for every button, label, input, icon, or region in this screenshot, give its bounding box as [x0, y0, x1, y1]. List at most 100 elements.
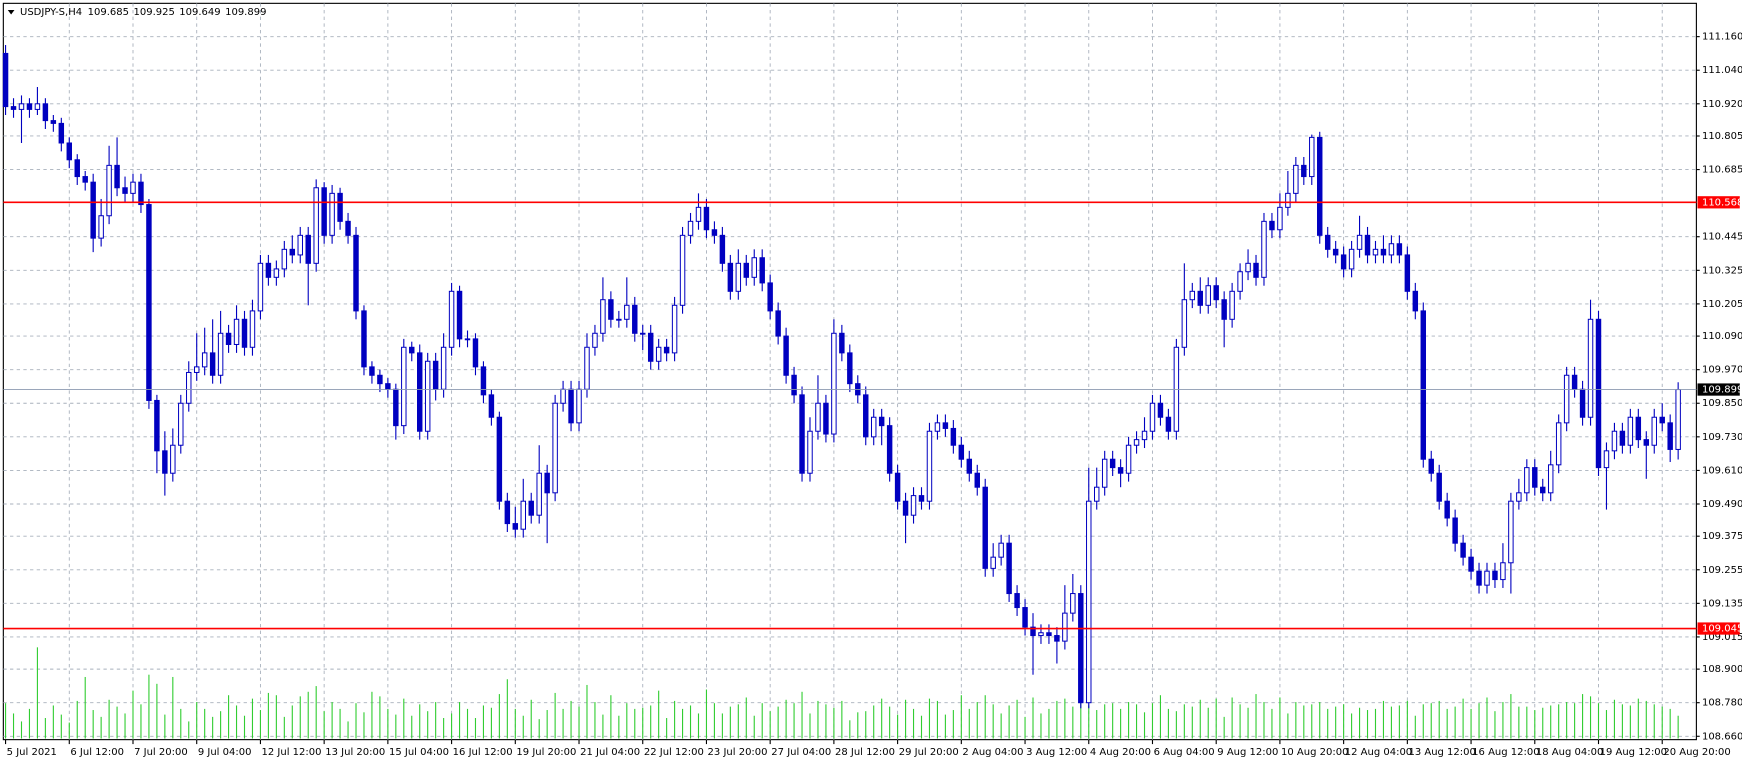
volume-bar: [1088, 705, 1090, 739]
volume-bar: [451, 713, 453, 739]
candle-body: [1078, 593, 1084, 704]
current-price-box: [1697, 383, 1740, 396]
volume-bar: [817, 700, 819, 739]
volume-bar: [1382, 700, 1385, 739]
candle-body: [1181, 299, 1188, 348]
y-tick-label: 109.255: [1702, 565, 1742, 576]
volume-bar: [1454, 706, 1456, 739]
volume-bar: [1629, 705, 1631, 739]
candle-body: [1133, 439, 1140, 446]
candle-body: [958, 444, 965, 460]
volume-bar: [809, 713, 811, 739]
candle-body: [1038, 632, 1044, 637]
y-tick-label: 109.850: [1702, 398, 1742, 409]
y-tick-label: 109.135: [1702, 598, 1742, 609]
grid: [3, 3, 1697, 740]
volume-bar: [419, 704, 421, 739]
candle-body: [1444, 500, 1450, 519]
volume-bar: [220, 711, 222, 739]
candle-body: [313, 187, 319, 264]
last-high: 109.925: [133, 7, 174, 18]
candle-body: [679, 234, 686, 306]
volume-bar: [1430, 703, 1432, 739]
x-tick-label: 12 Jul 12:00: [262, 747, 322, 758]
volume-bar: [490, 707, 492, 739]
volume-bar: [92, 710, 94, 739]
candle-body: [1364, 234, 1371, 256]
volume-bar: [235, 705, 238, 739]
candle-body: [942, 422, 949, 429]
volume-bar: [108, 699, 110, 739]
volume-bar: [769, 711, 771, 739]
x-tick-label: 13 Aug 12:00: [1408, 747, 1475, 758]
volume-bar: [164, 714, 166, 739]
volume-bar: [1661, 706, 1663, 739]
volume-bar: [849, 720, 851, 739]
candle-body: [74, 159, 80, 178]
volume-bar: [291, 705, 293, 739]
volume-bar: [44, 718, 46, 739]
x-tick-label: 22 Jul 12:00: [644, 747, 704, 758]
volume-bar: [1605, 710, 1608, 739]
plot-frame: [2, 2, 1697, 741]
volume-bar: [1502, 702, 1504, 739]
volume-bar: [482, 705, 485, 739]
volume-bar: [100, 716, 102, 739]
candle-body: [1094, 486, 1100, 502]
volume-bar: [1669, 708, 1671, 739]
candle-body: [209, 352, 216, 376]
volume-bar: [873, 705, 875, 739]
volume-bar: [1112, 703, 1114, 739]
candle-body: [1157, 402, 1164, 418]
candle-body: [1420, 310, 1427, 460]
candle-body: [640, 332, 646, 335]
volume-bar: [1677, 715, 1679, 739]
candle-body: [265, 262, 272, 278]
candle-body: [361, 310, 367, 368]
candle-body: [1109, 458, 1116, 469]
volume-bar: [1128, 702, 1130, 739]
volume-bar: [857, 712, 859, 739]
candle-body: [488, 394, 495, 418]
volume-bar: [976, 702, 978, 739]
candle-body: [520, 500, 526, 530]
volume-bar: [1287, 713, 1289, 739]
volume-bar: [729, 706, 731, 739]
volume-bar: [761, 703, 763, 739]
menu-arrow[interactable]: [7, 10, 15, 15]
volume-bar: [514, 708, 516, 739]
candle-body: [1396, 243, 1403, 256]
volume-bar: [1550, 705, 1552, 739]
candle-body: [727, 262, 734, 292]
x-tick-label: 6 Aug 04:00: [1154, 747, 1215, 758]
candle-body: [1141, 430, 1148, 441]
candle-body: [106, 164, 112, 217]
volume-bar: [825, 704, 827, 739]
candle-body: [528, 500, 534, 516]
volume-bar: [28, 708, 31, 739]
volume-bar: [1016, 699, 1018, 739]
volume-bar: [76, 700, 78, 739]
candle-body: [146, 204, 152, 401]
volume-bar: [1566, 702, 1568, 739]
candle-body: [353, 234, 359, 312]
y-tick-label: 109.015: [1702, 632, 1742, 643]
candle-body: [1428, 458, 1434, 474]
x-tick-label: 27 Jul 04:00: [771, 747, 831, 758]
volume-bar: [1239, 704, 1241, 739]
candle-body: [432, 360, 439, 390]
candle-body: [966, 458, 973, 474]
volume-bar: [897, 714, 899, 739]
candle-body: [1603, 450, 1610, 469]
candle-body: [162, 450, 168, 474]
x-tick-label: 20 Aug 20:00: [1663, 747, 1730, 758]
volume-bar: [936, 700, 938, 739]
candle-body: [823, 402, 829, 435]
candle-body: [1046, 632, 1052, 637]
y-tick-label: 110.805: [1702, 131, 1742, 142]
volume-bar: [140, 704, 142, 739]
candle-body: [1627, 416, 1634, 446]
candle-body: [1277, 206, 1283, 231]
candle-body: [305, 234, 311, 264]
